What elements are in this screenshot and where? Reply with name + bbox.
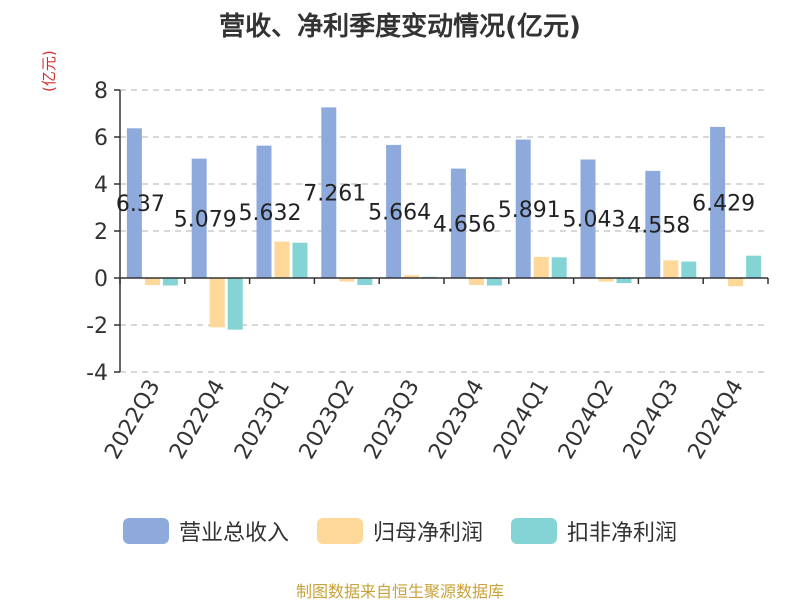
bar-revenue	[386, 144, 402, 278]
x-tick-label: 2024Q1	[489, 376, 554, 464]
data-label-revenue: 5.079	[174, 207, 237, 232]
data-label-revenue: 5.891	[498, 198, 561, 223]
y-tick-label: 0	[94, 267, 108, 292]
bar-parent-net-profit	[144, 278, 160, 286]
bar-deducted-net-profit	[486, 278, 502, 286]
x-tick-label: 2022Q3	[100, 376, 165, 464]
y-tick-label: 8	[94, 79, 108, 104]
bar-revenue	[710, 126, 726, 278]
bar-deducted-net-profit	[162, 278, 178, 286]
chart-title: 营收、净利季度变动情况(亿元)	[219, 12, 581, 42]
bar-revenue	[515, 139, 531, 278]
y-tick-label: 4	[94, 173, 108, 198]
bar-deducted-net-profit	[746, 255, 762, 278]
x-tick-label: 2022Q4	[165, 376, 230, 464]
legend-item-parent-net-profit[interactable]: 归母净利润	[316, 515, 483, 547]
legend-label-revenue: 营业总收入	[178, 521, 289, 546]
bar-revenue	[191, 158, 207, 278]
bar-parent-net-profit	[209, 278, 225, 328]
y-tick-label: -4	[86, 361, 108, 386]
legend-swatch-parent-net-profit	[316, 518, 363, 544]
legend-label-parent-net-profit: 归母净利润	[372, 521, 483, 546]
data-label-revenue: 7.261	[303, 182, 366, 207]
x-tick-label: 2023Q3	[359, 376, 424, 464]
data-label-revenue: 6.429	[692, 191, 755, 216]
x-tick-label: 2023Q1	[230, 376, 295, 464]
bar-deducted-net-profit	[227, 278, 243, 330]
y-tick-label: 6	[94, 126, 108, 151]
bar-parent-net-profit	[663, 260, 679, 278]
bar-deducted-net-profit	[292, 242, 308, 278]
x-tick-label: 2024Q2	[554, 376, 619, 464]
bar-parent-net-profit	[339, 278, 355, 282]
bar-parent-net-profit	[274, 241, 290, 278]
bar-deducted-net-profit	[551, 257, 567, 278]
data-label-revenue: 6.37	[116, 192, 165, 217]
bar-revenue	[645, 170, 661, 278]
x-tick-label: 2024Q3	[619, 376, 684, 464]
bar-revenue	[126, 128, 142, 278]
legend-item-revenue[interactable]: 营业总收入	[122, 515, 289, 547]
bar-parent-net-profit	[598, 278, 614, 282]
y-tick-label: 2	[94, 220, 108, 245]
x-tick-label: 2024Q4	[683, 376, 748, 464]
x-tick-label: 2023Q4	[424, 376, 489, 464]
data-label-revenue: 5.632	[239, 201, 302, 226]
bar-parent-net-profit	[728, 278, 744, 287]
data-label-revenue: 4.558	[627, 213, 690, 238]
source-note: 制图数据来自恒生聚源数据库	[295, 582, 504, 601]
legend-label-deducted-net-profit: 扣非净利润	[567, 521, 678, 546]
data-label-revenue: 5.043	[563, 208, 626, 233]
bar-revenue	[450, 168, 466, 278]
bar-parent-net-profit	[404, 275, 420, 278]
bar-parent-net-profit	[468, 278, 484, 286]
legend: 营业总收入 归母净利润 扣非净利润	[0, 515, 800, 547]
bar-revenue	[321, 107, 337, 278]
legend-swatch-revenue	[122, 518, 169, 544]
bar-revenue	[256, 145, 272, 278]
bar-deducted-net-profit	[357, 278, 373, 286]
bar-revenue	[580, 159, 596, 278]
data-label-revenue: 5.664	[368, 200, 431, 225]
data-label-revenue: 4.656	[433, 212, 496, 237]
legend-swatch-deducted-net-profit	[511, 518, 557, 544]
bar-deducted-net-profit	[681, 261, 697, 278]
bar-parent-net-profit	[533, 256, 549, 278]
legend-item-deducted-net-profit[interactable]: 扣非净利润	[511, 515, 677, 547]
bar-deducted-net-profit	[616, 278, 632, 284]
y-tick-label: -2	[86, 314, 108, 339]
x-tick-label: 2023Q2	[295, 376, 360, 464]
